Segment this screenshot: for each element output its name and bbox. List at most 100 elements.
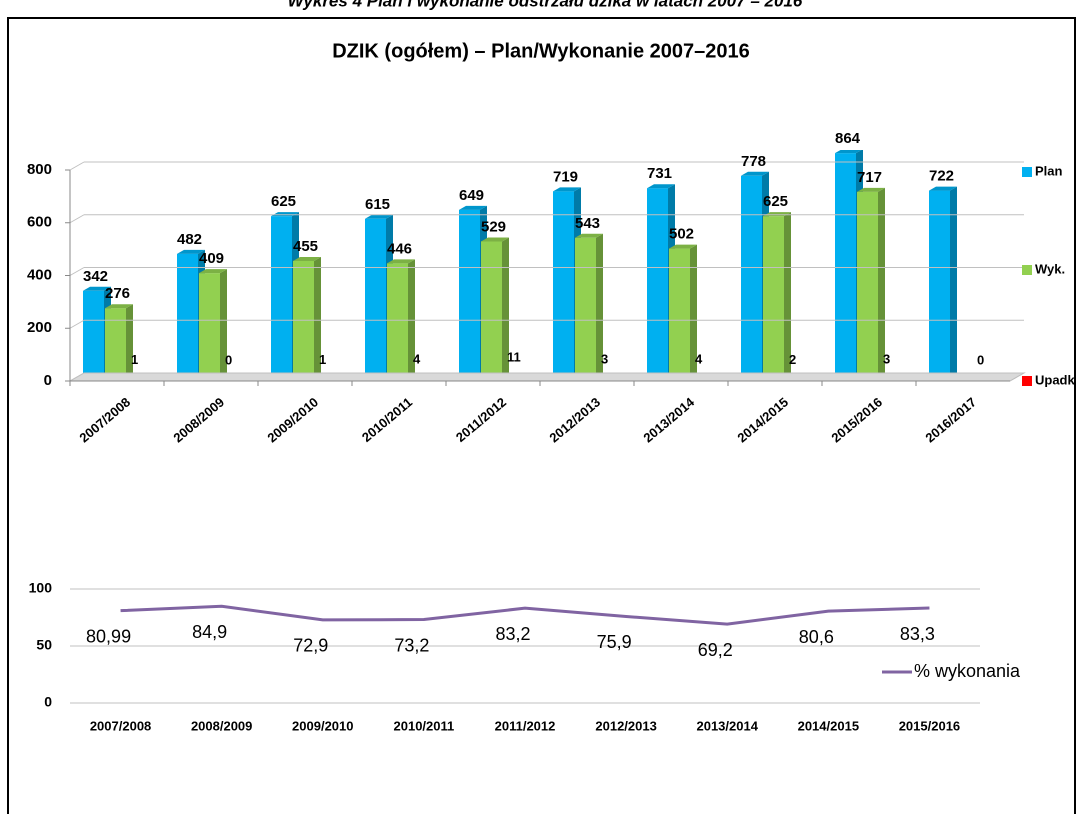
- y-tick-label: 400: [27, 266, 52, 283]
- data-label: 80,99: [86, 626, 131, 646]
- bar-side: [950, 186, 957, 381]
- data-label: 625: [763, 193, 788, 210]
- data-label: 409: [199, 250, 224, 267]
- x-tick-label: 2013/2014: [696, 718, 758, 733]
- data-label: 722: [929, 168, 954, 185]
- data-label: 11: [507, 350, 521, 365]
- bar: [199, 273, 220, 381]
- x-tick-label: 2007/2008: [90, 718, 151, 733]
- x-tick-label: 2014/2015: [734, 394, 791, 445]
- bar: [647, 188, 668, 381]
- bar-side: [784, 212, 791, 381]
- frame: [7, 17, 1076, 814]
- y-tick-label: 800: [27, 161, 52, 178]
- legend-label: Plan: [1035, 163, 1063, 178]
- data-label: 72,9: [293, 636, 328, 656]
- bar-top: [575, 233, 603, 238]
- data-label: 69,2: [698, 640, 733, 660]
- grid-line-side: [69, 319, 85, 329]
- data-label: 2: [789, 352, 796, 367]
- data-label: 0: [977, 352, 984, 367]
- x-tick-label: 2014/2015: [798, 718, 859, 733]
- bar-top: [387, 259, 415, 264]
- bar-side: [126, 304, 133, 381]
- x-tick-label: 2015/2016: [828, 394, 885, 445]
- bar-side: [596, 233, 603, 381]
- legend-swatch: [1022, 167, 1032, 177]
- bar-top: [459, 205, 487, 210]
- data-label: 731: [647, 165, 672, 182]
- grid-line-side: [69, 267, 85, 276]
- data-label: 615: [365, 196, 390, 213]
- y-tick-label: 0: [44, 694, 52, 710]
- x-tick-label: 2010/2011: [359, 394, 415, 445]
- data-label: 73,2: [394, 635, 429, 655]
- legend-label: % wykonania: [914, 661, 1021, 681]
- bar: [293, 260, 314, 381]
- bar-top: [365, 214, 393, 219]
- bar: [83, 290, 104, 381]
- legend-label: Wyk.: [1035, 261, 1065, 276]
- data-label: 75,9: [597, 632, 632, 652]
- grid-line-side: [69, 161, 85, 171]
- data-label: 864: [835, 130, 861, 147]
- y-tick-label: 50: [36, 637, 52, 653]
- page-header: Wykres 4 Plan i wykonanie odstrzału dzik…: [288, 0, 803, 10]
- data-label: 529: [481, 218, 506, 235]
- bar-side: [220, 269, 227, 381]
- bar: [271, 216, 292, 381]
- x-tick-label: 2009/2010: [292, 718, 353, 733]
- data-label: 502: [669, 226, 694, 243]
- data-label: 0: [225, 352, 232, 367]
- bar: [177, 253, 198, 381]
- bar-top: [199, 269, 227, 274]
- data-label: 83,3: [900, 624, 935, 644]
- bar: [365, 218, 386, 381]
- data-label: 543: [575, 215, 600, 232]
- grid-line-side: [69, 214, 85, 224]
- floor: [68, 372, 1026, 382]
- bar: [481, 241, 502, 381]
- legend-swatch: [1022, 376, 1032, 386]
- x-tick-label: 2012/2013: [546, 394, 603, 445]
- x-tick-label: 2008/2009: [170, 394, 227, 445]
- data-label: 84,9: [192, 622, 227, 642]
- data-label: 625: [271, 193, 296, 210]
- line: [120, 604, 930, 626]
- bar-top: [835, 150, 862, 154]
- bar-side: [878, 187, 885, 381]
- data-label: 1: [319, 352, 326, 367]
- bar: [459, 209, 480, 381]
- y-tick-label: 600: [27, 214, 52, 231]
- x-tick-label: 2011/2012: [453, 394, 509, 445]
- x-tick-label: 2016/2017: [922, 394, 979, 445]
- data-label: 3: [883, 352, 890, 367]
- bar-side: [314, 256, 321, 381]
- data-label: 3: [601, 352, 608, 367]
- y-tick-label: 100: [29, 580, 53, 596]
- data-label: 83,2: [495, 624, 530, 644]
- bar-top: [177, 249, 205, 254]
- x-tick-label: 2008/2009: [191, 718, 252, 733]
- bar-top: [481, 237, 509, 242]
- data-label: 1: [131, 352, 138, 367]
- x-tick-label: 2015/2016: [899, 718, 960, 733]
- x-tick-label: 2012/2013: [595, 718, 656, 733]
- x-tick-label: 2011/2012: [495, 718, 556, 733]
- bar-top: [105, 304, 133, 309]
- bar-top: [647, 184, 675, 189]
- bar-top: [83, 286, 111, 291]
- grid-line-side: [69, 372, 85, 382]
- data-label: 342: [83, 268, 108, 285]
- bar: [553, 191, 574, 381]
- bar: [929, 190, 950, 381]
- data-label: 80,6: [799, 627, 834, 647]
- bar-top: [929, 186, 957, 191]
- data-label: 4: [695, 351, 703, 366]
- data-label: 4: [413, 351, 421, 366]
- data-label: 719: [553, 168, 578, 185]
- bar: [741, 175, 762, 381]
- data-label: 276: [105, 285, 130, 302]
- data-label: 446: [387, 240, 412, 257]
